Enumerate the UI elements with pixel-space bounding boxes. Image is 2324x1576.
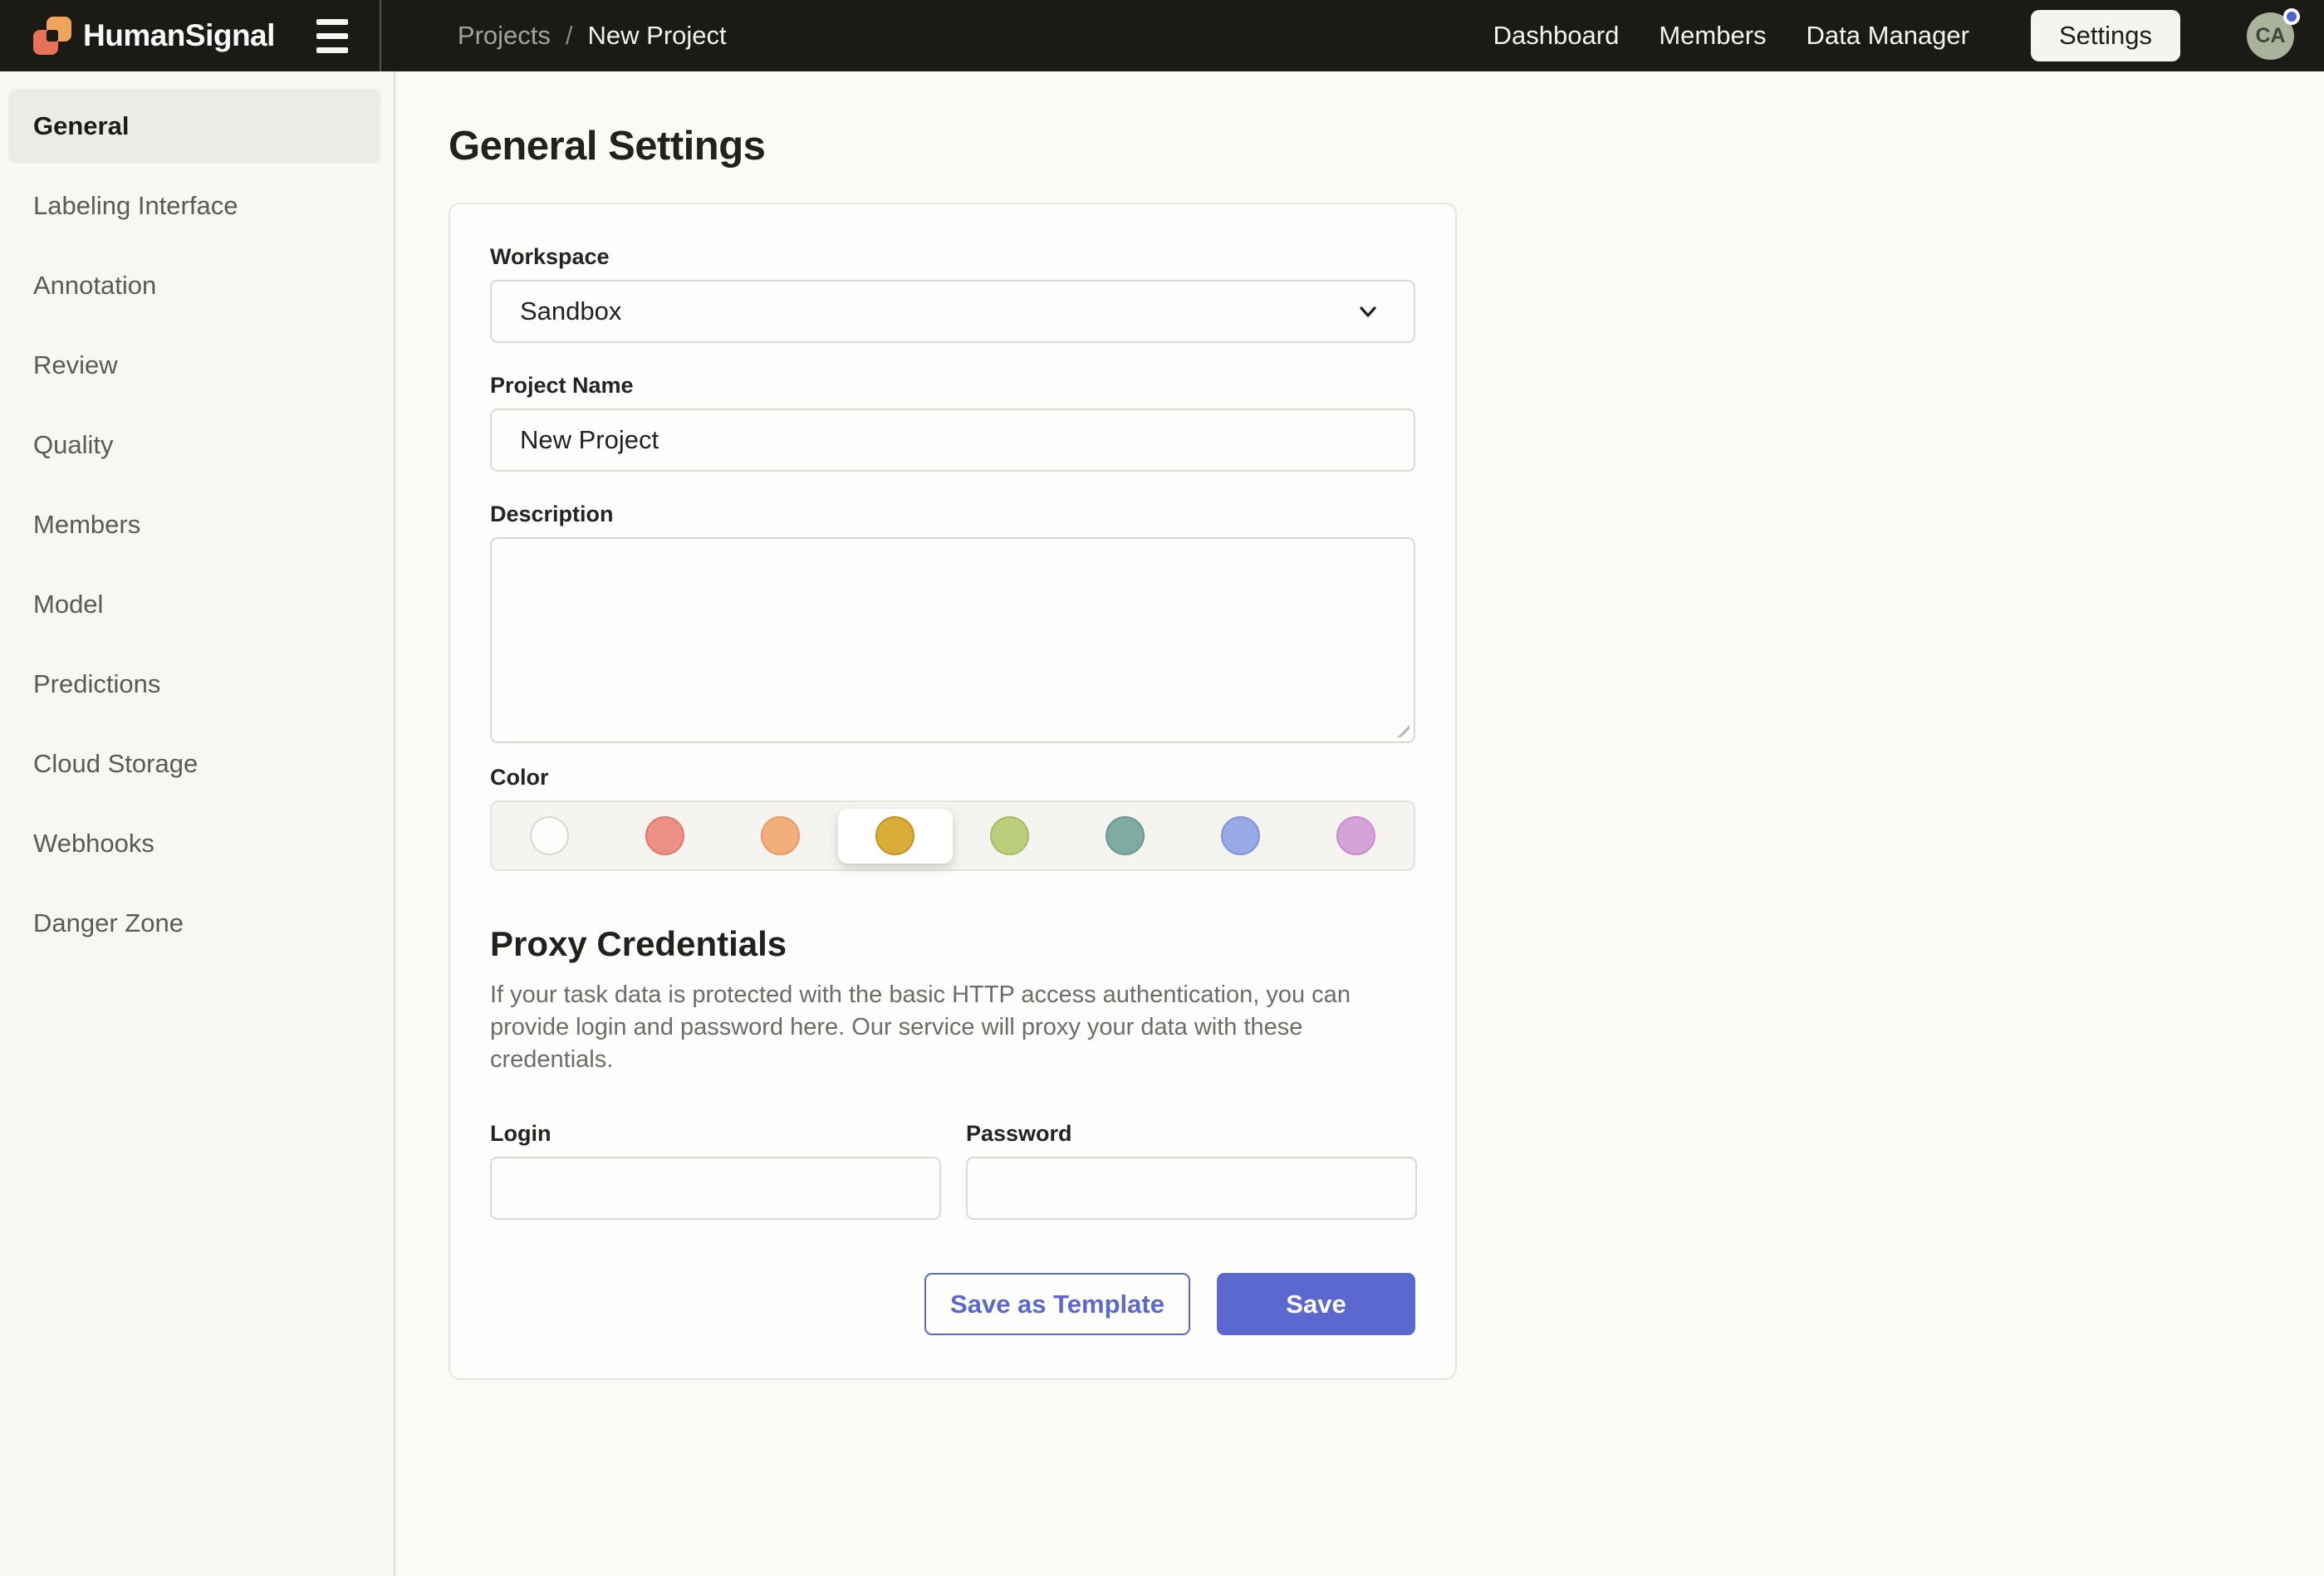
save-button[interactable]: Save: [1217, 1273, 1415, 1335]
topbar: HumanSignal Projects / New Project Dashb…: [0, 0, 2324, 71]
sidebar-item-danger-zone[interactable]: Danger Zone: [33, 908, 184, 937]
sidebar-item-model[interactable]: Model: [33, 590, 104, 619]
color-swatch-white[interactable]: [492, 800, 607, 871]
sidebar-item-review[interactable]: Review: [33, 350, 118, 379]
sidebar-item-general[interactable]: General: [8, 89, 380, 164]
brand-name: HumanSignal: [83, 18, 275, 52]
description-textarea[interactable]: [490, 537, 1415, 743]
breadcrumb-separator: /: [565, 21, 573, 50]
notification-dot: [2283, 7, 2300, 25]
settings-sidebar: General Labeling Interface Annotation Re…: [0, 71, 395, 1576]
color-swatch-orchid[interactable]: [1298, 800, 1414, 871]
workspace-selected-value: Sandbox: [520, 296, 622, 325]
main-content: General Settings Workspace Sandbox Proje…: [397, 71, 2324, 1576]
password-input[interactable]: [966, 1157, 1417, 1220]
workspace-select[interactable]: Sandbox: [490, 280, 1415, 343]
sidebar-item-labeling-interface[interactable]: Labeling Interface: [33, 191, 238, 220]
sidebar-item-members[interactable]: Members: [33, 510, 141, 539]
user-menu[interactable]: CA: [2247, 7, 2300, 60]
sidebar-item-quality[interactable]: Quality: [33, 430, 114, 459]
color-label: Color: [490, 765, 549, 790]
workspace-label: Workspace: [490, 244, 610, 269]
general-settings-card: Workspace Sandbox Project Name Descripti…: [449, 203, 1457, 1380]
password-label: Password: [966, 1121, 1072, 1146]
menu-icon[interactable]: [316, 18, 348, 53]
page-title: General Settings: [449, 124, 766, 169]
nav-dashboard[interactable]: Dashboard: [1493, 21, 1620, 50]
sidebar-item-annotation[interactable]: Annotation: [33, 271, 157, 300]
save-as-template-button[interactable]: Save as Template: [924, 1273, 1190, 1335]
breadcrumb-projects[interactable]: Projects: [457, 21, 551, 50]
nav-settings-active[interactable]: Settings: [2030, 10, 2180, 61]
sidebar-item-webhooks[interactable]: Webhooks: [33, 829, 154, 858]
description-label: Description: [490, 502, 614, 526]
proxy-credentials-description: If your task data is protected with the …: [490, 981, 1351, 1073]
top-navigation: Dashboard Members Data Manager Settings: [1493, 10, 2180, 61]
color-picker: [490, 800, 1415, 871]
color-swatch-periwinkle[interactable]: [1183, 800, 1298, 871]
project-name-label: Project Name: [490, 373, 634, 398]
color-swatch-teal[interactable]: [1067, 800, 1183, 871]
chevron-down-icon: [1360, 306, 1376, 317]
color-swatch-salmon[interactable]: [607, 800, 723, 871]
project-name-input[interactable]: [490, 409, 1415, 472]
sidebar-item-predictions[interactable]: Predictions: [33, 669, 161, 698]
color-swatch-gold-selected[interactable]: [837, 808, 953, 864]
breadcrumb: Projects / New Project: [458, 21, 727, 51]
brand[interactable]: HumanSignal: [33, 17, 275, 55]
nav-members[interactable]: Members: [1659, 21, 1767, 50]
color-swatch-green[interactable]: [953, 800, 1068, 871]
topbar-divider: [379, 0, 381, 71]
nav-data-manager[interactable]: Data Manager: [1806, 21, 1969, 50]
color-swatch-orange[interactable]: [723, 800, 838, 871]
login-input[interactable]: [490, 1157, 941, 1220]
login-label: Login: [490, 1121, 552, 1146]
sidebar-item-cloud-storage[interactable]: Cloud Storage: [33, 749, 199, 778]
humansignal-logo-icon: [33, 17, 71, 55]
breadcrumb-current: New Project: [587, 21, 727, 50]
proxy-credentials-title: Proxy Credentials: [490, 924, 787, 963]
